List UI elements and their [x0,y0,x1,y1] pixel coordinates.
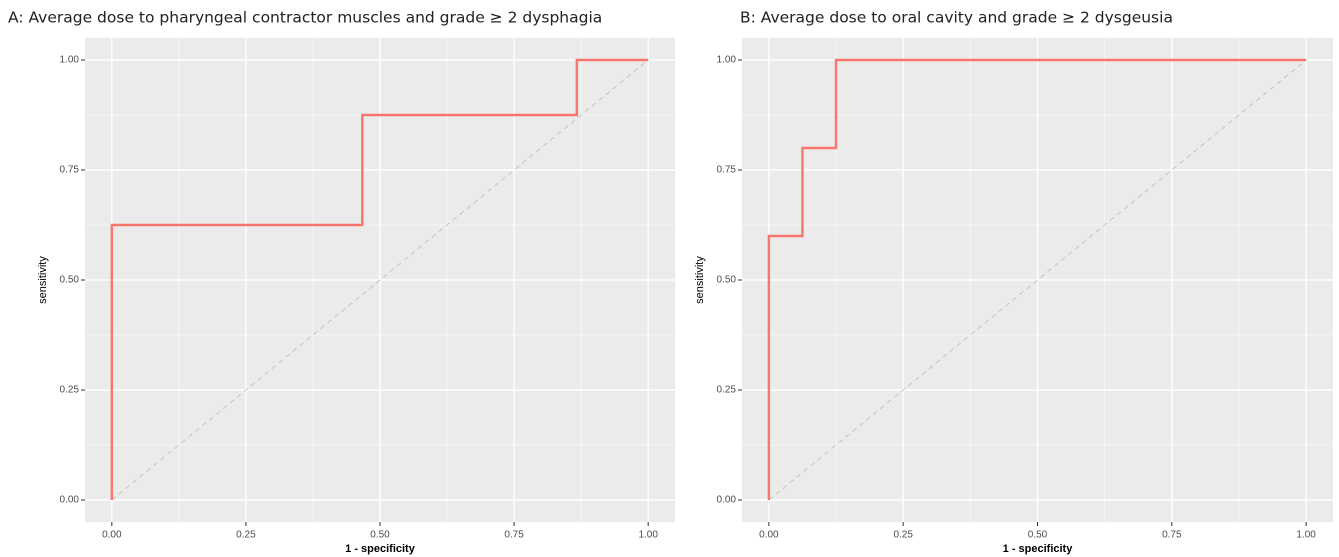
y-tick-label: 0.25 [717,385,737,396]
x-tick-label: 0.25 [236,530,256,541]
x-axis-label: 1 - specificity [1003,543,1074,555]
x-tick-label: 0.00 [759,530,779,541]
y-tick-label: 0.00 [717,495,737,506]
roc-curve [767,58,1307,500]
roc-curve [110,58,649,500]
y-tick-label: 1.00 [60,55,80,66]
x-tick-label: 1.00 [1296,530,1316,541]
y-axis-label: sensitivity [37,256,49,304]
x-tick-label: 1.00 [638,530,658,541]
x-tick-label: 0.75 [504,530,524,541]
chart-title: A: Average dose to pharyngeal contractor… [8,9,602,27]
x-tick-label: 0.75 [1162,530,1182,541]
x-tick-label: 0.50 [1028,530,1048,541]
y-tick-label: 0.75 [60,165,80,176]
y-tick-label: 0.75 [717,165,737,176]
y-tick-label: 0.25 [60,385,80,396]
reference-diagonal [768,59,1307,501]
reference-diagonal [111,59,649,501]
chart: B: Average dose to oral cavity and grade… [694,9,1333,555]
x-tick-label: 0.50 [370,530,390,541]
y-tick-label: 0.00 [60,495,80,506]
chart-title: B: Average dose to oral cavity and grade… [740,9,1173,27]
y-axis-label: sensitivity [694,256,706,304]
y-tick-label: 1.00 [717,55,737,66]
y-tick-label: 0.50 [717,275,737,286]
x-tick-label: 0.00 [102,530,122,541]
y-tick-label: 0.50 [60,275,80,286]
chart: A: Average dose to pharyngeal contractor… [8,9,675,555]
x-axis-label: 1 - specificity [345,543,416,555]
x-tick-label: 0.25 [893,530,913,541]
